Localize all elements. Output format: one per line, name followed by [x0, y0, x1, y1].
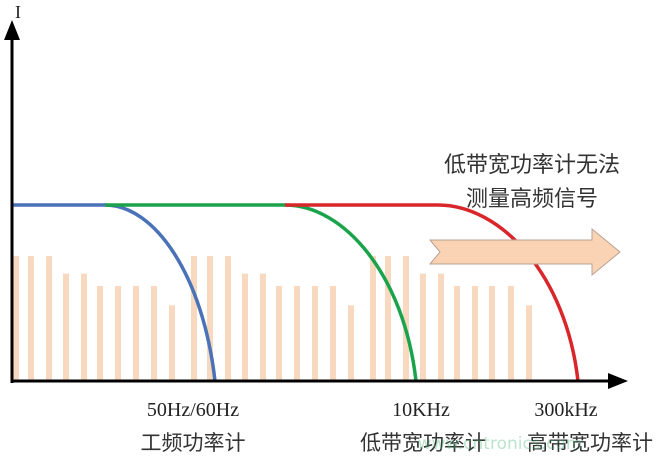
tick-300khz: 300kHz	[534, 399, 597, 421]
watermark: www.cntronics.com	[418, 434, 583, 454]
spectrum-bar	[385, 256, 391, 381]
label-high-bandwidth-meter: 高带宽功率计	[527, 431, 653, 455]
spectrum-bar	[81, 273, 87, 381]
spectrum-bar	[294, 285, 300, 381]
spectrum-bar	[276, 285, 282, 381]
spectrum-bar	[454, 285, 460, 381]
label-low-bandwidth-meter: 低带宽功率计	[360, 431, 486, 455]
spectrum-bar	[330, 285, 336, 381]
response-curve	[285, 203, 580, 382]
spectrum-bar	[489, 285, 495, 381]
spectrum-bar	[472, 285, 478, 381]
spectrum-bar	[312, 285, 318, 381]
spectrum-bar	[97, 285, 103, 381]
y-axis-label: I	[15, 2, 21, 22]
response-curve	[12, 203, 217, 382]
y-axis-arrow	[4, 20, 20, 40]
spectrum-bar	[207, 256, 213, 381]
spectrum-bar	[13, 256, 19, 381]
spectrum-bar	[438, 273, 444, 381]
tick-10khz: 10KHz	[392, 399, 450, 421]
spectrum-bar	[46, 256, 52, 381]
spectrum-bar	[526, 305, 532, 381]
high-frequency-arrow	[428, 227, 621, 277]
x-axis-arrow	[608, 373, 628, 389]
label-power-frequency-meter: 工频功率计	[141, 431, 246, 455]
spectrum-bar	[370, 256, 376, 381]
annotation-line-1: 低带宽功率计无法	[444, 153, 620, 178]
spectrum-bar	[151, 285, 157, 381]
spectrum-bar	[260, 273, 266, 381]
spectrum-bar	[242, 273, 248, 381]
spectrum-bar	[403, 256, 409, 381]
spectrum-bar	[225, 256, 231, 381]
spectrum-bar	[169, 305, 175, 381]
annotation-line-2: 测量高频信号	[466, 187, 598, 212]
tick-50-60hz: 50Hz/60Hz	[147, 399, 239, 421]
spectrum-bar	[191, 256, 197, 381]
spectrum-bar	[348, 305, 354, 381]
spectrum-bar	[508, 285, 514, 381]
spectrum-bars	[13, 256, 532, 381]
spectrum-bar	[115, 285, 121, 381]
spectrum-bar	[133, 285, 139, 381]
spectrum-bar	[63, 273, 69, 381]
spectrum-bar	[28, 256, 34, 381]
spectrum-bar	[420, 273, 426, 381]
